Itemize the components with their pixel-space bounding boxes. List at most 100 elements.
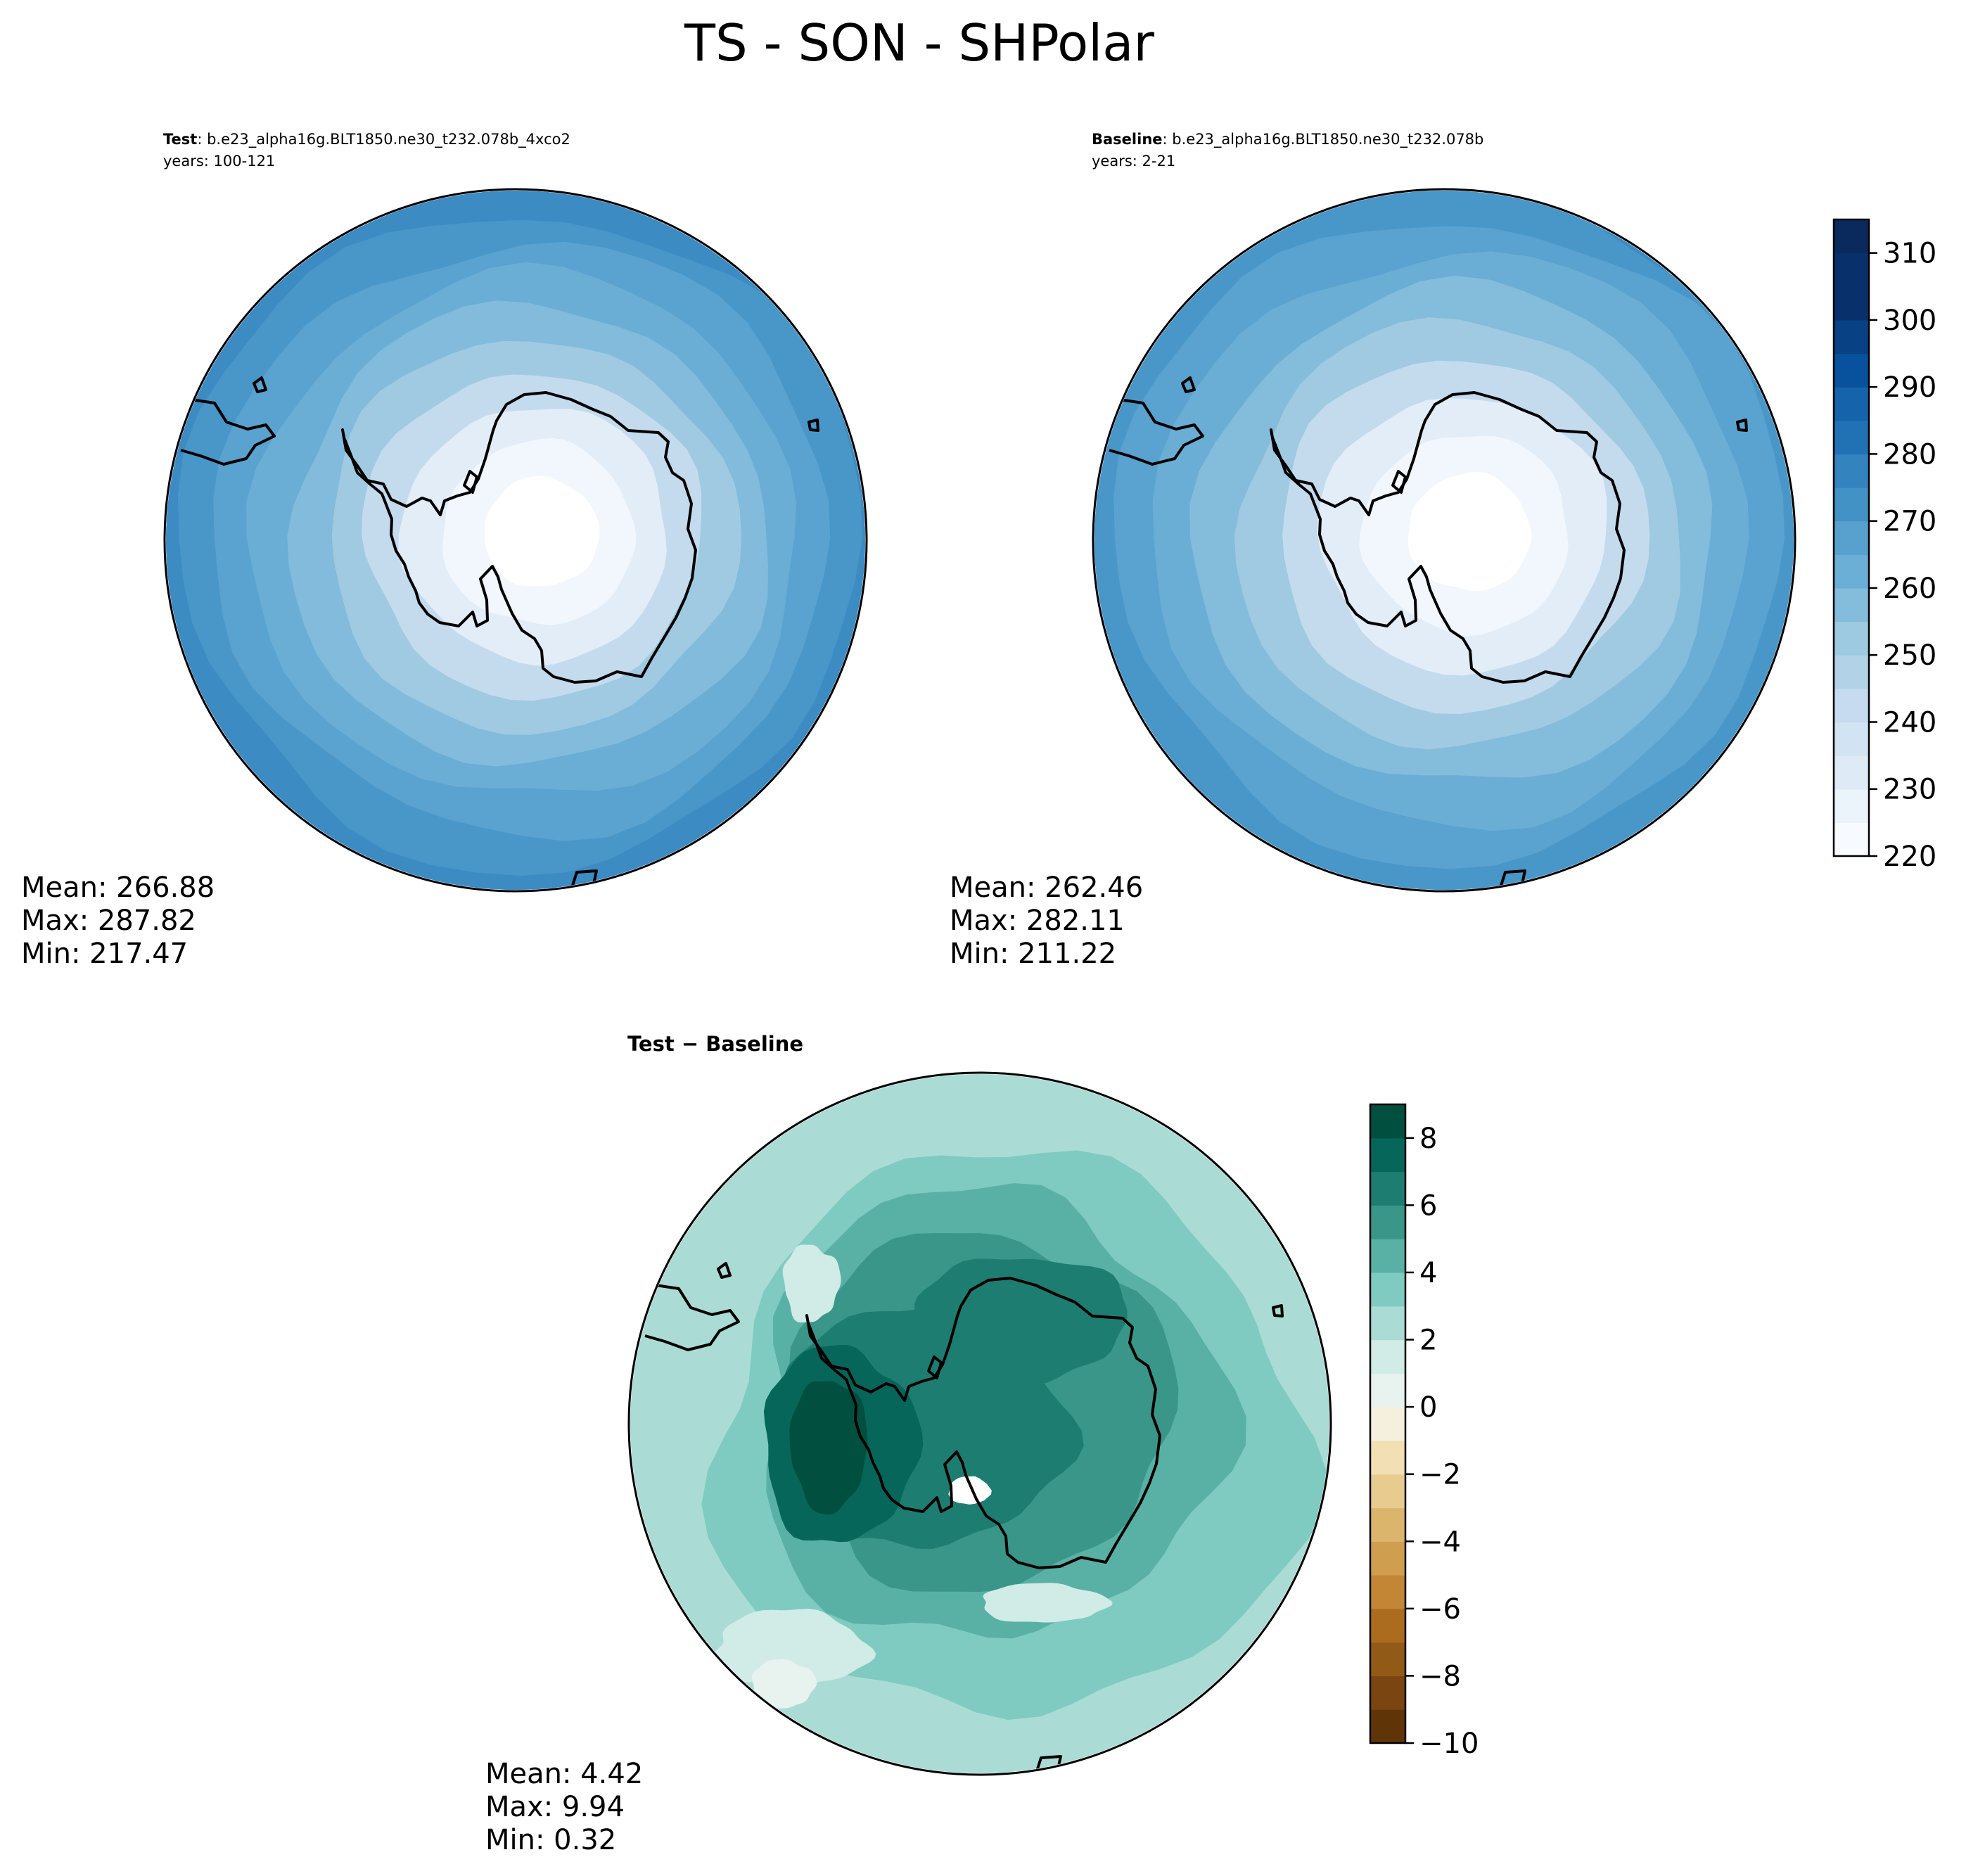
absolute-colorbar-swatch [1834, 789, 1869, 823]
baseline-falklands [1181, 376, 1196, 393]
difference-colorbar-tick-label: −2 [1419, 1459, 1461, 1491]
baseline-contour-212 [1408, 471, 1532, 592]
absolute-colorbar-swatch [1834, 521, 1869, 555]
test-case-label: Test [163, 131, 197, 148]
baseline-coastlines [1109, 376, 1748, 890]
test-years: years: 100-121 [163, 153, 275, 170]
absolute-colorbar-tick-label: 310 [1883, 238, 1936, 270]
baseline-contour-fills [1094, 191, 1794, 890]
test-map [166, 191, 865, 890]
difference-colorbar-tick-label: 4 [1419, 1257, 1437, 1289]
test-south-america-coastline [180, 398, 276, 466]
difference-colorbar-tick-label: −4 [1419, 1526, 1461, 1558]
difference-colorbar-swatch [1370, 1575, 1405, 1609]
absolute-colorbar-swatch [1834, 554, 1869, 589]
difference-colorbar-tick-label: 0 [1419, 1391, 1437, 1424]
absolute-colorbar-tick-label: 270 [1883, 506, 1936, 538]
difference-colorbar-swatch [1370, 1709, 1405, 1744]
test-max: Max: 287.82 [21, 905, 196, 937]
absolute-colorbar-swatch [1834, 621, 1869, 656]
test-case-name: : b.e23_alpha16g.BLT1850.ne30_t232.078b_… [197, 131, 570, 148]
difference-colorbar-frame [1369, 1103, 1407, 1744]
test-antarctica-coastline [341, 391, 697, 684]
absolute-colorbar-swatch [1834, 722, 1869, 756]
absolute-colorbar-swatch [1834, 655, 1869, 689]
baseline-map-border [1092, 188, 1796, 893]
absolute-colorbar-tick-label: 240 [1883, 706, 1936, 739]
difference-contour-7-6 [914, 1258, 1128, 1386]
absolute-colorbar-swatch [1834, 688, 1869, 723]
test-min: Min: 217.47 [21, 938, 188, 970]
test-mean: Mean: 266.88 [21, 872, 215, 904]
absolute-colorbar-swatch [1834, 353, 1869, 388]
test-contour-fills [166, 191, 865, 890]
difference-colorbar-tick-label: −10 [1419, 1728, 1479, 1760]
difference-title: Test − Baseline [627, 1032, 803, 1056]
absolute-colorbar-swatch [1834, 420, 1869, 455]
baseline-min: Min: 211.22 [950, 938, 1116, 970]
baseline-antarctica-coastline [1270, 391, 1626, 684]
difference-colorbar-swatch [1370, 1171, 1405, 1206]
difference-contour-fills [701, 1150, 1327, 1720]
difference-colorbar-swatch [1370, 1272, 1405, 1307]
absolute-colorbar-tick-label: 300 [1883, 305, 1936, 337]
test-map-border [163, 188, 868, 893]
difference-colorbar-swatch [1370, 1306, 1405, 1341]
difference-contour-0_5-10 [751, 1659, 817, 1709]
difference-contour-9_5-5 [789, 1381, 868, 1515]
difference-colorbar-tick-label: 2 [1419, 1325, 1437, 1357]
absolute-colorbar-tick-label: 260 [1883, 573, 1936, 605]
absolute-colorbar: 220 230 240 250 260 270 280 290 300 310 [1832, 218, 1936, 873]
baseline-case-label: Baseline [1092, 131, 1163, 148]
difference-south-america-coastline [644, 1284, 740, 1351]
test-island [463, 470, 478, 494]
difference-colorbar-swatch [1370, 1541, 1405, 1576]
difference-colorbar-swatch [1370, 1407, 1405, 1441]
difference-contour-1_5-7 [710, 1609, 876, 1687]
absolute-colorbar-tick-label: 230 [1883, 774, 1936, 806]
baseline-case-name: : b.e23_alpha16g.BLT1850.ne30_t232.078b [1163, 131, 1484, 148]
test-case-header: Test: b.e23_alpha16g.BLT1850.ne30_t232.0… [163, 131, 570, 148]
difference-colorbar-swatch [1370, 1642, 1405, 1677]
difference-colorbar-swatch [1370, 1339, 1405, 1374]
baseline-mean: Mean: 262.46 [950, 872, 1143, 904]
absolute-colorbar-frame [1832, 218, 1870, 857]
absolute-colorbar-swatch [1834, 253, 1869, 287]
absolute-colorbar-swatch [1834, 454, 1869, 488]
difference-contour-1_5-9 [782, 1244, 841, 1323]
absolute-colorbar-tick-label: 280 [1883, 438, 1936, 471]
difference-panel: Test − Baseline Mean: 4.42 Max: 9.94 Min… [485, 1032, 1332, 1856]
baseline-panel: Baseline: b.e23_alpha16g.BLT1850.ne30_t2… [950, 131, 1796, 970]
difference-contour-min-patch [948, 1476, 992, 1505]
difference-island-east [1272, 1304, 1284, 1317]
absolute-colorbar-swatch [1834, 219, 1869, 254]
absolute-colorbar-swatch [1834, 319, 1869, 355]
baseline-tip-bottom [1498, 869, 1526, 890]
difference-map-border [627, 1071, 1332, 1776]
test-falklands [253, 376, 267, 393]
difference-colorbar-swatch [1370, 1440, 1405, 1475]
difference-colorbar-swatch [1370, 1676, 1405, 1710]
difference-colorbar-swatch [1370, 1239, 1405, 1273]
difference-map [630, 1074, 1329, 1773]
figure-title: TS - SON - SHPolar [684, 13, 1154, 72]
test-panel: Test: b.e23_alpha16g.BLT1850.ne30_t232.0… [21, 131, 868, 970]
difference-colorbar: −10 −8 −6 −4 −2 0 2 4 6 8 [1369, 1103, 1479, 1760]
difference-colorbar-swatch [1370, 1507, 1405, 1542]
difference-colorbar-swatch [1370, 1474, 1405, 1509]
difference-colorbar-tick-label: −6 [1419, 1593, 1461, 1626]
baseline-island [1391, 470, 1407, 494]
difference-mean: Mean: 4.42 [485, 1758, 643, 1790]
difference-colorbar-tick-label: 6 [1419, 1189, 1437, 1222]
difference-contour-1_5-8 [983, 1583, 1113, 1623]
test-coastlines [180, 376, 819, 890]
test-tip-bottom [570, 869, 598, 890]
absolute-colorbar-swatch [1834, 487, 1869, 522]
baseline-map [1094, 191, 1794, 890]
absolute-colorbar-swatch [1834, 587, 1869, 623]
baseline-south-america-coastline [1109, 398, 1204, 466]
baseline-case-header: Baseline: b.e23_alpha16g.BLT1850.ne30_t2… [1092, 131, 1483, 148]
absolute-colorbar-swatch [1834, 387, 1869, 421]
difference-colorbar-tick-label: −8 [1419, 1660, 1461, 1692]
